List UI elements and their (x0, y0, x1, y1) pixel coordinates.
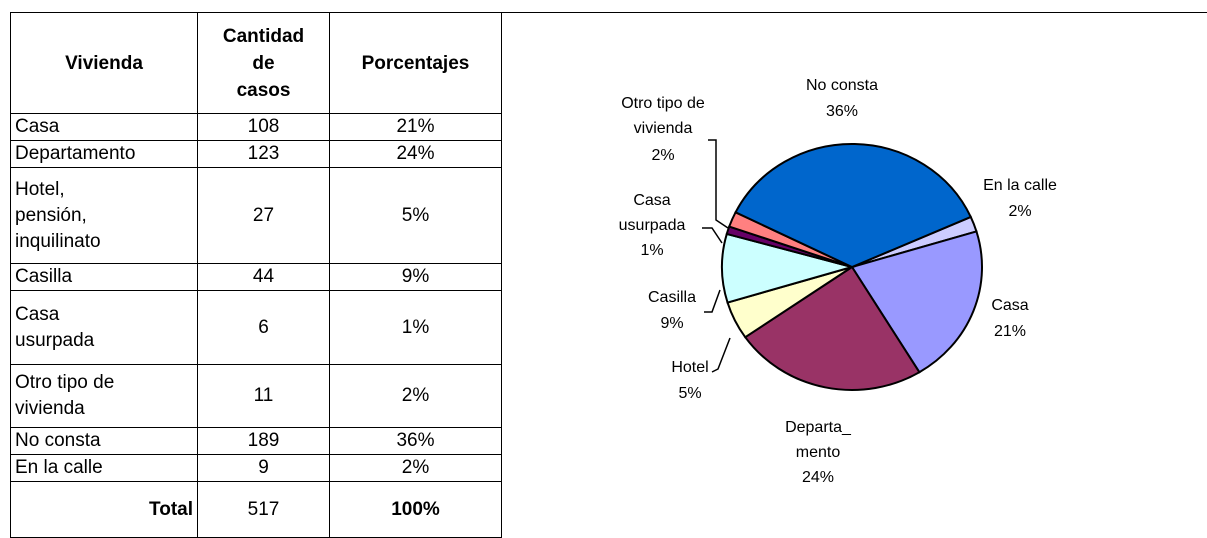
slice-value-label: 5% (678, 385, 701, 402)
slice-value-label: 24% (802, 469, 834, 486)
table-cell: 6 (197, 290, 330, 365)
leader-line (708, 139, 729, 229)
table-row: Vivienda Cantidad de casos Porcentajes (10, 12, 502, 114)
table-cell: 108 (197, 113, 330, 141)
top-rule (10, 12, 1207, 13)
table-cell: No consta (10, 427, 198, 455)
leader-line (704, 289, 721, 313)
table-cell: 189 (197, 427, 330, 455)
table-row: Otro tipo de vivienda 11 2% (10, 364, 502, 428)
slice-value-label: 2% (651, 147, 674, 164)
table-cell: 123 (197, 140, 330, 168)
table-cell: Casilla (10, 263, 198, 291)
table-cell: 24% (329, 140, 502, 168)
table-cell: 5% (329, 167, 502, 264)
table-cell: Casa (10, 113, 198, 141)
table-cell: Vivienda (10, 12, 198, 114)
slice-label: Casilla (648, 289, 696, 306)
table-row: Hotel, pensión, inquilinato 27 5% (10, 167, 502, 264)
table-cell: Casa usurpada (10, 290, 198, 365)
leader-line (711, 337, 731, 373)
table-cell: 2% (329, 364, 502, 428)
data-table: Vivienda Cantidad de casos Porcentajes Casa… (10, 12, 502, 538)
table-row: Casa 108 21% (10, 113, 502, 141)
table-cell: Otro tipo de vivienda (10, 364, 198, 428)
table-row: Departamento 123 24% (10, 140, 502, 168)
pie-slice (850, 230, 983, 374)
table-row: Total 517 100% (10, 481, 502, 538)
table-row: Casilla 44 9% (10, 263, 502, 291)
table-cell: Departamento (10, 140, 198, 168)
slice-label: Otro tipo de vivienda (621, 95, 705, 137)
slice-value-label: 21% (994, 323, 1026, 340)
table-cell: En la calle (10, 454, 198, 482)
leader-line (702, 227, 723, 244)
slice-label: Casa (991, 297, 1028, 314)
table-row: No consta 189 36% (10, 427, 502, 455)
table-row: Casa usurpada 6 1% (10, 290, 502, 365)
table-cell: Hotel, pensión, inquilinato (10, 167, 198, 264)
slice-value-label: 1% (640, 242, 663, 259)
slice-label: En la calle (983, 177, 1057, 194)
slice-label: No consta (806, 77, 878, 94)
slice-label: Casa usurpada (619, 192, 686, 234)
table-cell: 21% (329, 113, 502, 141)
table-cell: 517 (197, 481, 330, 538)
slice-label: Departa_ mento (785, 419, 852, 461)
slice-value-label: 36% (826, 103, 858, 120)
table-cell: 11 (197, 364, 330, 428)
pie-slice (743, 265, 921, 391)
slice-value-label: 2% (1008, 203, 1031, 220)
slice-value-label: 9% (660, 315, 683, 332)
table-cell: Cantidad de casos (197, 12, 330, 114)
table-cell: 27 (197, 167, 330, 264)
table-row: En la calle 9 2% (10, 454, 502, 482)
table-cell: 44 (197, 263, 330, 291)
table-cell: Total (10, 481, 198, 538)
slice-label: Hotel (671, 359, 708, 376)
pie-slice (734, 143, 973, 269)
table-cell: 1% (329, 290, 502, 365)
